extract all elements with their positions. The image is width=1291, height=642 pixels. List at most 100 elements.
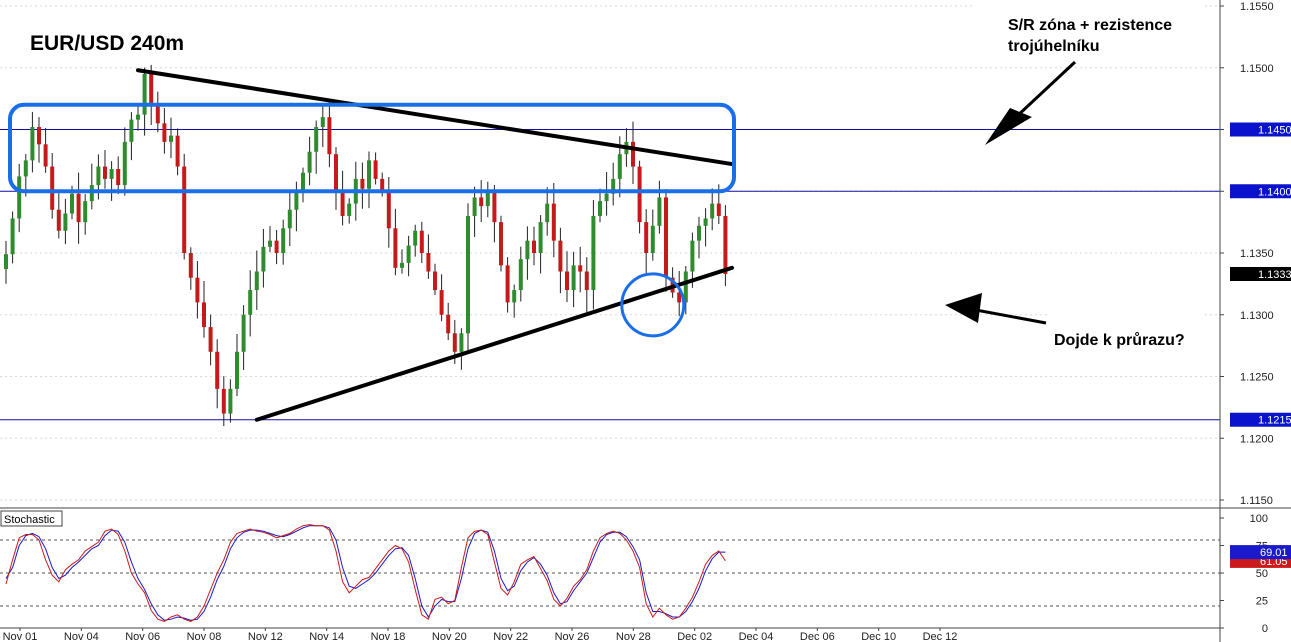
candle-up (17, 176, 22, 219)
stoch-grid (0, 539, 1220, 607)
candle-down (558, 240, 563, 272)
price-tag-label: 1.1450 (1258, 125, 1291, 137)
candle-down (182, 166, 187, 253)
x-tick-label: Dec 10 (861, 631, 896, 642)
candle-down (551, 203, 556, 241)
candle-up (617, 154, 622, 179)
arrow-sr-head (985, 108, 1032, 145)
candle-up (347, 203, 352, 216)
x-tick-label: Dec 06 (800, 631, 835, 642)
candle-up (122, 141, 127, 186)
price-tick-label: 1.1300 (1240, 310, 1274, 322)
x-tick-label: Nov 20 (432, 631, 467, 642)
candle-down (644, 222, 649, 253)
candle-down (637, 166, 642, 223)
candle-down (505, 265, 510, 303)
x-axis: Nov 01 Nov 04 Nov 06 Nov 08 Nov 12 Nov 14 Nov … (3, 628, 958, 642)
candle-down (327, 117, 332, 155)
chart-title: EUR/USD 240m (30, 32, 184, 55)
candle-up (10, 218, 15, 255)
stoch-series-pct-d (5, 525, 726, 621)
candle-up (268, 240, 272, 247)
x-tick-label: Nov 14 (309, 631, 344, 642)
x-tick-label: Nov 06 (125, 631, 160, 642)
stoch-tick-label: 100 (1250, 513, 1268, 525)
candle-down (716, 203, 721, 216)
candle-down (433, 271, 437, 291)
candle-down (565, 271, 569, 291)
candle-down (188, 253, 193, 278)
candle-down (162, 123, 167, 142)
price-tick-label: 1.1250 (1240, 372, 1274, 384)
candle-down (50, 166, 55, 210)
trendline-resistance (136, 68, 734, 167)
x-tick-label: Nov 04 (64, 631, 99, 642)
candle-down (155, 104, 160, 124)
trendline-support (254, 265, 734, 422)
candle-up (248, 290, 253, 315)
candle-down (532, 240, 536, 253)
stochastic-label-box (0, 510, 63, 527)
candle-down (439, 290, 444, 315)
x-tick-label: Nov 26 (555, 631, 590, 642)
candle-up (136, 114, 140, 120)
x-tick-label: Nov 18 (371, 631, 406, 642)
candle-up (30, 127, 35, 161)
price-tick-label: 1.1550 (1240, 1, 1274, 13)
price-tag-bg (1230, 122, 1291, 137)
candle-up (690, 240, 695, 272)
annotation-sr-zone: S/R zóna + rezistence trojúhelníku (972, 5, 1204, 60)
candle-down (386, 191, 391, 229)
candle-up (261, 246, 266, 272)
price-tick-label: 1.1500 (1240, 63, 1274, 75)
candle-up (83, 201, 88, 223)
candle-up (228, 388, 233, 414)
candle-down (116, 169, 121, 186)
stoch-tick-label: 0 (1262, 623, 1268, 635)
candle-down (340, 191, 345, 216)
candle-down (426, 253, 431, 272)
price-tag-bg (1230, 266, 1291, 281)
x-tick-label: Nov 22 (493, 631, 528, 642)
x-tick-label: Nov 12 (248, 631, 283, 642)
candle-down (492, 191, 497, 223)
candle-down (195, 277, 200, 303)
stoch-axis: 1007550250 (1220, 513, 1268, 635)
candle-up (301, 172, 305, 192)
candles (4, 64, 728, 427)
candle-up (314, 127, 319, 152)
candle-up (591, 215, 596, 291)
trendlines (136, 68, 734, 422)
annotation-sr-bg (972, 5, 1204, 60)
price-tag-bg (1230, 412, 1291, 427)
candle-up (367, 160, 371, 189)
candle-up (518, 259, 523, 291)
candle-down (221, 388, 226, 414)
price-tick-label: 1.1200 (1240, 433, 1274, 445)
stochastic-lines (5, 524, 726, 622)
candle-up (400, 262, 404, 268)
annotation-sr-line2: trojúhelníku (1008, 38, 1100, 55)
candle-up (657, 197, 662, 226)
candle-up (96, 166, 101, 186)
candle-down (56, 209, 61, 231)
candle-up (512, 290, 517, 303)
candle-down (677, 292, 682, 303)
candle-up (406, 245, 411, 263)
annotation-sr-line1: S/R zóna + rezistence (1008, 17, 1172, 34)
candle-up (4, 254, 8, 270)
candle-down (499, 222, 503, 266)
candle-up (466, 215, 470, 334)
x-tick-label: Dec 04 (739, 631, 774, 642)
annotation-question-bg (1050, 305, 1202, 373)
candle-up (598, 201, 602, 216)
x-tick-label: Dec 12 (923, 631, 958, 642)
candle-up (235, 351, 239, 389)
candle-up (413, 230, 418, 246)
candle-up (697, 225, 701, 241)
candle-up (485, 191, 490, 207)
candle-up (142, 73, 147, 115)
candle-down (452, 333, 457, 352)
